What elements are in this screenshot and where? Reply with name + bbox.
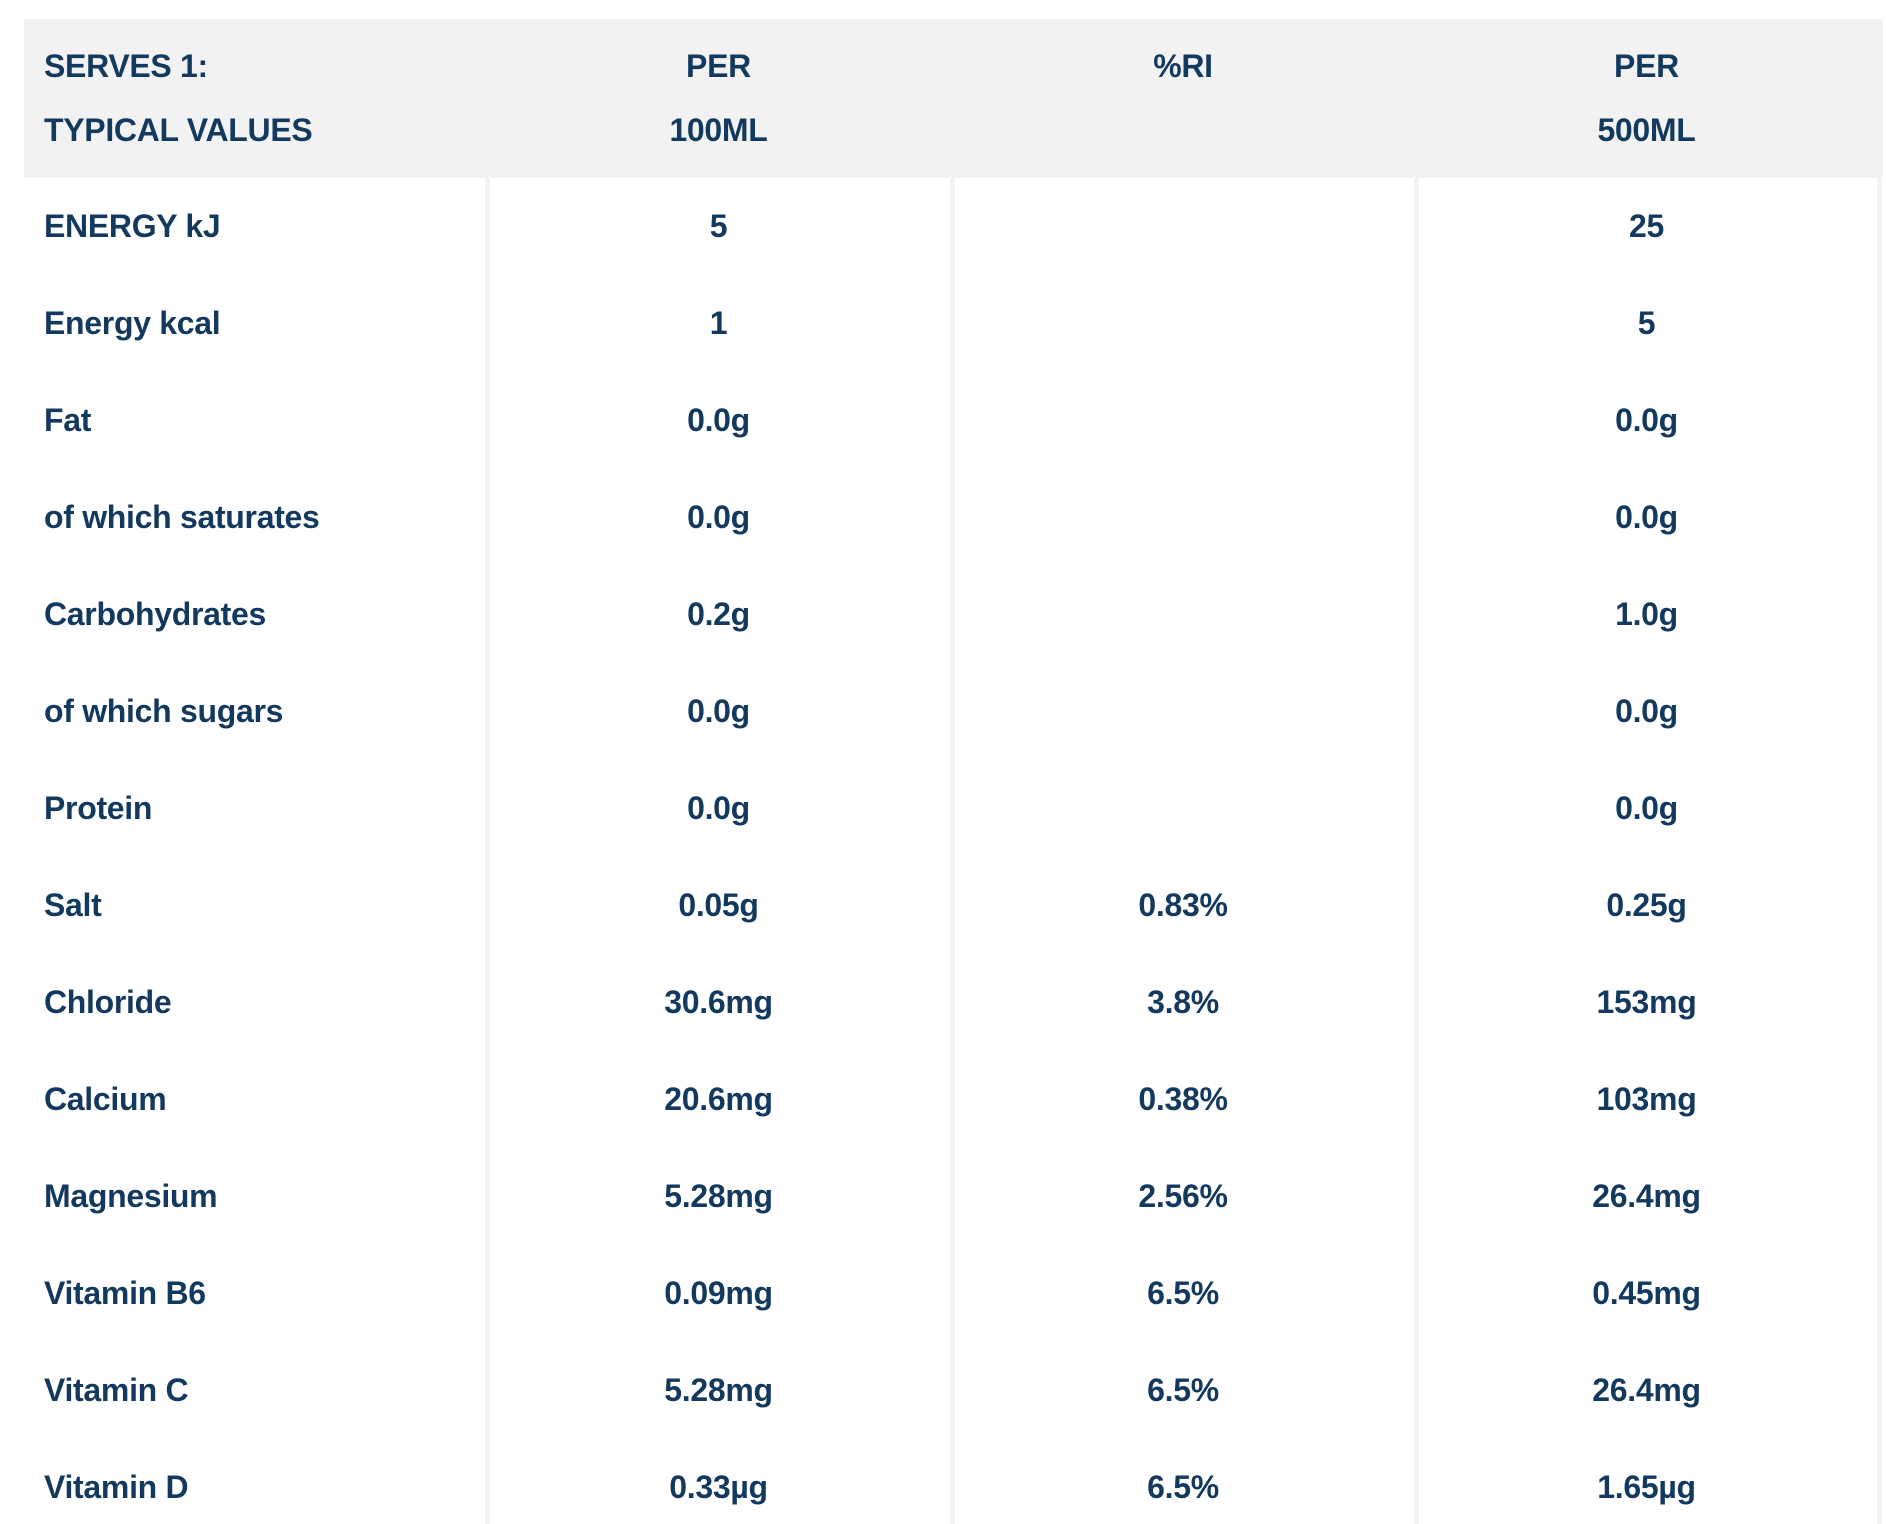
ri-value: 0.83%	[1138, 887, 1228, 923]
nutrient-label: Fat	[44, 402, 92, 438]
table-row: Vitamin B6 0.09mg 6.5% 0.45mg	[0, 1245, 1886, 1342]
nutrient-label: Vitamin D	[44, 1469, 189, 1505]
per-100ml-value: 5.28mg	[664, 1372, 773, 1408]
per-100ml-value: 0.0g	[687, 402, 750, 438]
nutrient-label: Energy kcal	[44, 305, 221, 341]
per-500ml-value: 0.0g	[1615, 402, 1678, 438]
header-typical-values: TYPICAL VALUES	[44, 112, 313, 148]
per-500ml-value: 5	[1637, 305, 1656, 341]
ri-value	[951, 760, 1415, 857]
nutrient-label: of which sugars	[44, 693, 284, 729]
column-divider	[950, 178, 955, 1524]
nutrient-label: of which saturates	[44, 499, 320, 535]
nutrient-label: ENERGY kJ	[44, 208, 221, 244]
nutrient-label: Salt	[44, 887, 102, 923]
per-100ml-value: 0.09mg	[664, 1275, 773, 1311]
table-row: Energy kcal 1 5	[0, 275, 1886, 372]
per-500ml-value: 0.0g	[1615, 499, 1678, 535]
per-100ml-value: 0.0g	[687, 790, 750, 826]
table-body: ENERGY kJ 5 25 Energy kcal 1 5 Fat 0.0g …	[0, 178, 1886, 1524]
header-per-100ml-line1: PER	[686, 48, 751, 84]
header-per-500ml-line2: 500ML	[1597, 112, 1696, 148]
per-100ml-value: 0.05g	[678, 887, 759, 923]
ri-value	[951, 275, 1415, 372]
header-cell-per-500ml: PER 500ML	[1415, 19, 1878, 178]
nutrient-label: Carbohydrates	[44, 596, 266, 632]
ri-value	[951, 372, 1415, 469]
per-100ml-value: 5.28mg	[664, 1178, 773, 1214]
nutrient-label: Calcium	[44, 1081, 167, 1117]
column-divider	[1877, 178, 1882, 1524]
header-serves: SERVES 1:	[44, 48, 208, 84]
per-100ml-value: 20.6mg	[664, 1081, 773, 1117]
per-500ml-value: 153mg	[1596, 984, 1697, 1020]
ri-value: 2.56%	[1138, 1178, 1228, 1214]
ri-value: 3.8%	[1147, 984, 1219, 1020]
per-100ml-value: 0.33µg	[669, 1469, 768, 1505]
table-row: ENERGY kJ 5 25	[0, 178, 1886, 275]
table-row: Carbohydrates 0.2g 1.0g	[0, 566, 1886, 663]
per-500ml-value: 26.4mg	[1592, 1178, 1701, 1214]
nutrient-label: Vitamin C	[44, 1372, 189, 1408]
ri-value	[951, 469, 1415, 566]
nutrient-label: Chloride	[44, 984, 172, 1020]
table-row: Chloride 30.6mg 3.8% 153mg	[0, 954, 1886, 1051]
table-row: Salt 0.05g 0.83% 0.25g	[0, 857, 1886, 954]
nutrient-label: Protein	[44, 790, 153, 826]
table-row: Vitamin C 5.28mg 6.5% 26.4mg	[0, 1342, 1886, 1439]
per-500ml-value: 1.65µg	[1597, 1469, 1696, 1505]
nutrient-label: Magnesium	[44, 1178, 218, 1214]
per-500ml-value: 25	[1629, 208, 1664, 244]
header-cell-ri: %RI	[951, 19, 1415, 178]
ri-value: 6.5%	[1147, 1275, 1219, 1311]
ri-value: 0.38%	[1138, 1081, 1228, 1117]
column-divider	[1414, 178, 1419, 1524]
table-row: Fat 0.0g 0.0g	[0, 372, 1886, 469]
table-header: SERVES 1: TYPICAL VALUES PER 100ML %RI P…	[24, 19, 1883, 178]
table-row: Vitamin D 0.33µg 6.5% 1.65µg	[0, 1439, 1886, 1524]
table-row: Protein 0.0g 0.0g	[0, 760, 1886, 857]
table-row: Calcium 20.6mg 0.38% 103mg	[0, 1051, 1886, 1148]
per-500ml-value: 26.4mg	[1592, 1372, 1701, 1408]
per-100ml-value: 5	[709, 208, 728, 244]
per-500ml-value: 0.25g	[1606, 887, 1687, 923]
table-row: of which sugars 0.0g 0.0g	[0, 663, 1886, 760]
header-cell-typical-values: SERVES 1: TYPICAL VALUES	[24, 19, 486, 178]
per-100ml-value: 0.0g	[687, 693, 750, 729]
ri-value	[951, 566, 1415, 663]
column-divider	[485, 178, 490, 1524]
per-100ml-value: 30.6mg	[664, 984, 773, 1020]
table-row: Magnesium 5.28mg 2.56% 26.4mg	[0, 1148, 1886, 1245]
header-cell-per-100ml: PER 100ML	[486, 19, 951, 178]
ri-value	[951, 663, 1415, 760]
header-per-100ml-line2: 100ML	[669, 112, 768, 148]
header-ri: %RI	[1153, 48, 1213, 84]
per-100ml-value: 0.0g	[687, 499, 750, 535]
ri-value	[951, 178, 1415, 275]
per-500ml-value: 103mg	[1596, 1081, 1697, 1117]
ri-value: 6.5%	[1147, 1469, 1219, 1505]
per-500ml-value: 0.0g	[1615, 693, 1678, 729]
nutrient-label: Vitamin B6	[44, 1275, 206, 1311]
ri-value: 6.5%	[1147, 1372, 1219, 1408]
table-row: of which saturates 0.0g 0.0g	[0, 469, 1886, 566]
per-100ml-value: 0.2g	[687, 596, 750, 632]
per-500ml-value: 0.45mg	[1592, 1275, 1701, 1311]
per-500ml-value: 0.0g	[1615, 790, 1678, 826]
header-per-500ml-line1: PER	[1614, 48, 1679, 84]
per-100ml-value: 1	[709, 305, 728, 341]
per-500ml-value: 1.0g	[1615, 596, 1678, 632]
